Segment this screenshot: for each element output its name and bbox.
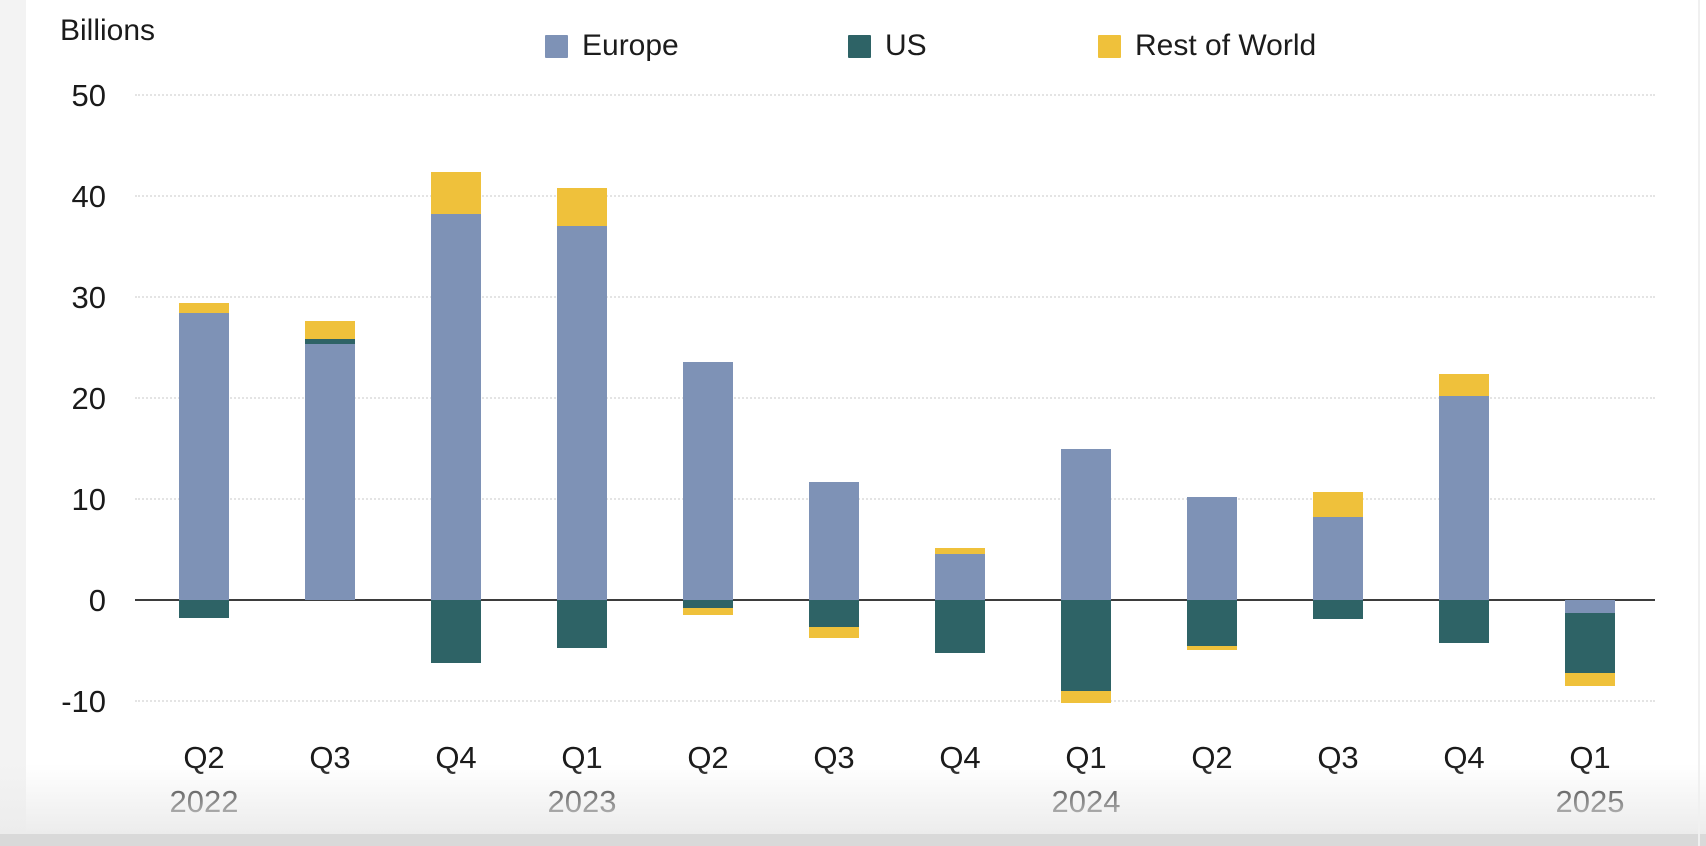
legend-item-rest-of-world: Rest of World bbox=[1098, 31, 1316, 61]
bar-segment-europe bbox=[431, 214, 481, 600]
y-axis-unit-label: Billions bbox=[60, 14, 156, 47]
y-tick-label: 50 bbox=[71, 78, 106, 113]
bar-segment-us bbox=[1565, 613, 1615, 673]
bar-segment-us bbox=[809, 600, 859, 628]
bar-segment-rest-of-world bbox=[1187, 646, 1237, 651]
gridline-y-10 bbox=[135, 700, 1655, 702]
y-tick-label: 0 bbox=[88, 583, 106, 618]
legend-swatch-icon bbox=[545, 34, 568, 58]
bar-segment-us bbox=[557, 600, 607, 649]
bar-segment-us bbox=[1187, 600, 1237, 647]
y-tick-label: -10 bbox=[61, 684, 106, 719]
bar-segment-europe bbox=[305, 344, 355, 600]
bar-segment-europe bbox=[1061, 448, 1111, 600]
bar-segment-us bbox=[1313, 600, 1363, 620]
legend: Europe US Rest of World bbox=[0, 0, 1706, 70]
legend-label: Rest of World bbox=[1135, 29, 1317, 62]
bar-segment-europe bbox=[1439, 395, 1489, 600]
bar-segment-europe bbox=[1565, 600, 1615, 614]
page-left-gutter bbox=[0, 0, 26, 846]
zero-axis-line bbox=[135, 599, 1655, 601]
bar-segment-rest-of-world bbox=[557, 187, 607, 227]
bar-segment-us bbox=[179, 600, 229, 619]
legend-item-us: US bbox=[848, 31, 927, 61]
bar-segment-us bbox=[935, 600, 985, 653]
bar-segment-rest-of-world bbox=[431, 171, 481, 215]
bar-segment-europe bbox=[1187, 496, 1237, 600]
bar-segment-rest-of-world bbox=[809, 627, 859, 639]
bar-segment-us bbox=[1061, 600, 1111, 691]
bar-segment-rest-of-world bbox=[683, 608, 733, 616]
bar-segment-rest-of-world bbox=[935, 548, 985, 554]
bar-segment-europe bbox=[683, 361, 733, 600]
gridline-y20 bbox=[135, 397, 1655, 399]
bottom-gradient bbox=[0, 764, 1706, 834]
bar-segment-rest-of-world bbox=[1313, 491, 1363, 518]
legend-swatch-icon bbox=[1098, 34, 1121, 58]
bar-segment-rest-of-world bbox=[305, 321, 355, 340]
bar-segment-rest-of-world bbox=[1061, 690, 1111, 703]
legend-swatch-icon bbox=[848, 34, 871, 58]
bar-segment-us bbox=[1439, 600, 1489, 644]
bar-segment-europe bbox=[809, 481, 859, 600]
bar-segment-rest-of-world bbox=[1565, 672, 1615, 686]
legend-label: US bbox=[885, 29, 927, 62]
bar-segment-rest-of-world bbox=[179, 303, 229, 314]
bar-segment-us bbox=[431, 600, 481, 663]
bar-segment-europe bbox=[935, 553, 985, 600]
page-bottom-strip bbox=[0, 834, 1706, 846]
y-tick-label: 40 bbox=[71, 179, 106, 214]
y-tick-label: 10 bbox=[71, 482, 106, 517]
bar-segment-europe bbox=[1313, 517, 1363, 600]
bar-segment-europe bbox=[557, 226, 607, 600]
gridline-y50 bbox=[135, 94, 1655, 96]
bar-segment-us bbox=[305, 339, 355, 345]
legend-item-europe: Europe bbox=[545, 31, 679, 61]
legend-label: Europe bbox=[582, 29, 679, 62]
y-tick-label: 30 bbox=[71, 280, 106, 315]
bar-segment-us bbox=[683, 600, 733, 609]
bar-segment-rest-of-world bbox=[1439, 373, 1489, 396]
gridline-y40 bbox=[135, 195, 1655, 197]
gridline-y30 bbox=[135, 296, 1655, 298]
gridline-y10 bbox=[135, 498, 1655, 500]
y-tick-label: 20 bbox=[71, 381, 106, 416]
page-right-edge bbox=[1698, 0, 1700, 846]
bar-segment-europe bbox=[179, 313, 229, 600]
